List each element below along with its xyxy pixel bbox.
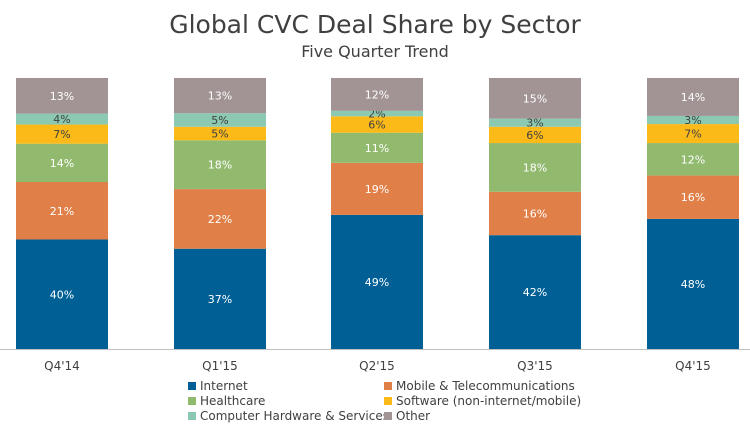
data-label: 6%: [526, 129, 543, 142]
legend-label: Computer Hardware & Services: [200, 409, 389, 423]
bar-segment: [489, 235, 581, 349]
bar-segment: [331, 162, 423, 215]
legend-item-mobile-telecom: Mobile & Telecommunications: [384, 379, 575, 393]
bar-segment: [331, 110, 423, 117]
bar-segment: [647, 124, 739, 144]
bar-segment: [331, 78, 423, 111]
bar-segment: [174, 140, 266, 190]
legend-swatch: [384, 412, 392, 420]
legend-item-healthcare: Healthcare: [188, 394, 265, 408]
bar-segment: [331, 132, 423, 163]
bar-segment: [174, 113, 266, 127]
data-label: 6%: [368, 119, 385, 132]
legend-swatch: [188, 397, 196, 405]
bar-segment: [174, 126, 266, 141]
bar-segment: [489, 78, 581, 119]
x-tick-label: Q1'15: [202, 359, 238, 373]
legend-swatch: [188, 382, 196, 390]
bar-segment: [16, 143, 108, 183]
chart-subtitle: Five Quarter Trend: [301, 42, 449, 61]
legend-label: Other: [396, 409, 431, 423]
legend-swatch: [384, 382, 392, 390]
data-label: 12%: [365, 88, 389, 101]
data-label: 14%: [681, 91, 705, 104]
bar-segment: [331, 116, 423, 133]
data-label: 21%: [50, 205, 74, 218]
legend-item-hardware: Computer Hardware & Services: [188, 409, 389, 423]
data-label: 13%: [50, 90, 74, 103]
data-label: 14%: [50, 157, 74, 170]
data-label: 3%: [684, 114, 701, 127]
data-label: 16%: [523, 208, 547, 221]
bar-segment: [16, 124, 108, 144]
legend-label: Internet: [200, 379, 248, 393]
bar-segment: [647, 115, 739, 125]
bar-segment: [489, 143, 581, 192]
data-label: 5%: [211, 114, 228, 127]
bar-segment: [16, 78, 108, 114]
data-label: 4%: [53, 113, 70, 126]
data-label: 15%: [523, 92, 547, 105]
legend-item-internet: Internet: [188, 379, 248, 393]
legend-swatch: [188, 412, 196, 420]
bar-segment: [331, 214, 423, 349]
bar-segment: [174, 78, 266, 114]
x-tick-label: Q2'15: [359, 359, 395, 373]
x-tick-label: Q4'15: [675, 359, 711, 373]
data-label: 40%: [50, 288, 74, 301]
data-label: 37%: [208, 293, 232, 306]
data-label: 19%: [365, 183, 389, 196]
data-label: 3%: [526, 117, 543, 130]
data-label: 16%: [681, 191, 705, 204]
bar-segment: [489, 126, 581, 144]
bar-segment: [647, 218, 739, 349]
data-label: 18%: [208, 159, 232, 172]
legend-swatch: [384, 397, 392, 405]
bar-segment: [174, 248, 266, 349]
data-label: 7%: [684, 128, 701, 141]
bar-segment: [647, 175, 739, 219]
x-tick-label: Q3'15: [517, 359, 553, 373]
legend-label: Mobile & Telecommunications: [396, 379, 575, 393]
bar-segment: [16, 239, 108, 349]
bar-segment: [647, 143, 739, 176]
legend-item-software: Software (non-internet/mobile): [384, 394, 581, 408]
legend-label: Software (non-internet/mobile): [396, 394, 582, 408]
data-label: 13%: [208, 90, 232, 103]
chart-title: Global CVC Deal Share by Sector: [169, 10, 581, 39]
data-label: 11%: [365, 142, 389, 155]
bar-segment: [489, 191, 581, 236]
data-label: 7%: [53, 128, 70, 141]
data-label: 18%: [523, 161, 547, 174]
bar-segment: [16, 113, 108, 125]
bar-segment: [174, 189, 266, 249]
x-tick-label: Q4'14: [44, 359, 80, 373]
bar-segment: [647, 78, 739, 116]
data-label: 5%: [211, 128, 228, 141]
bar-segment: [16, 182, 108, 240]
bar-segment: [489, 118, 581, 127]
data-label: 22%: [208, 213, 232, 226]
legend-item-other: Other: [384, 409, 430, 423]
data-label: 48%: [681, 278, 705, 291]
data-label: 12%: [681, 153, 705, 166]
data-label: 49%: [365, 276, 389, 289]
legend-label: Healthcare: [200, 394, 266, 408]
data-label: 42%: [523, 286, 547, 299]
